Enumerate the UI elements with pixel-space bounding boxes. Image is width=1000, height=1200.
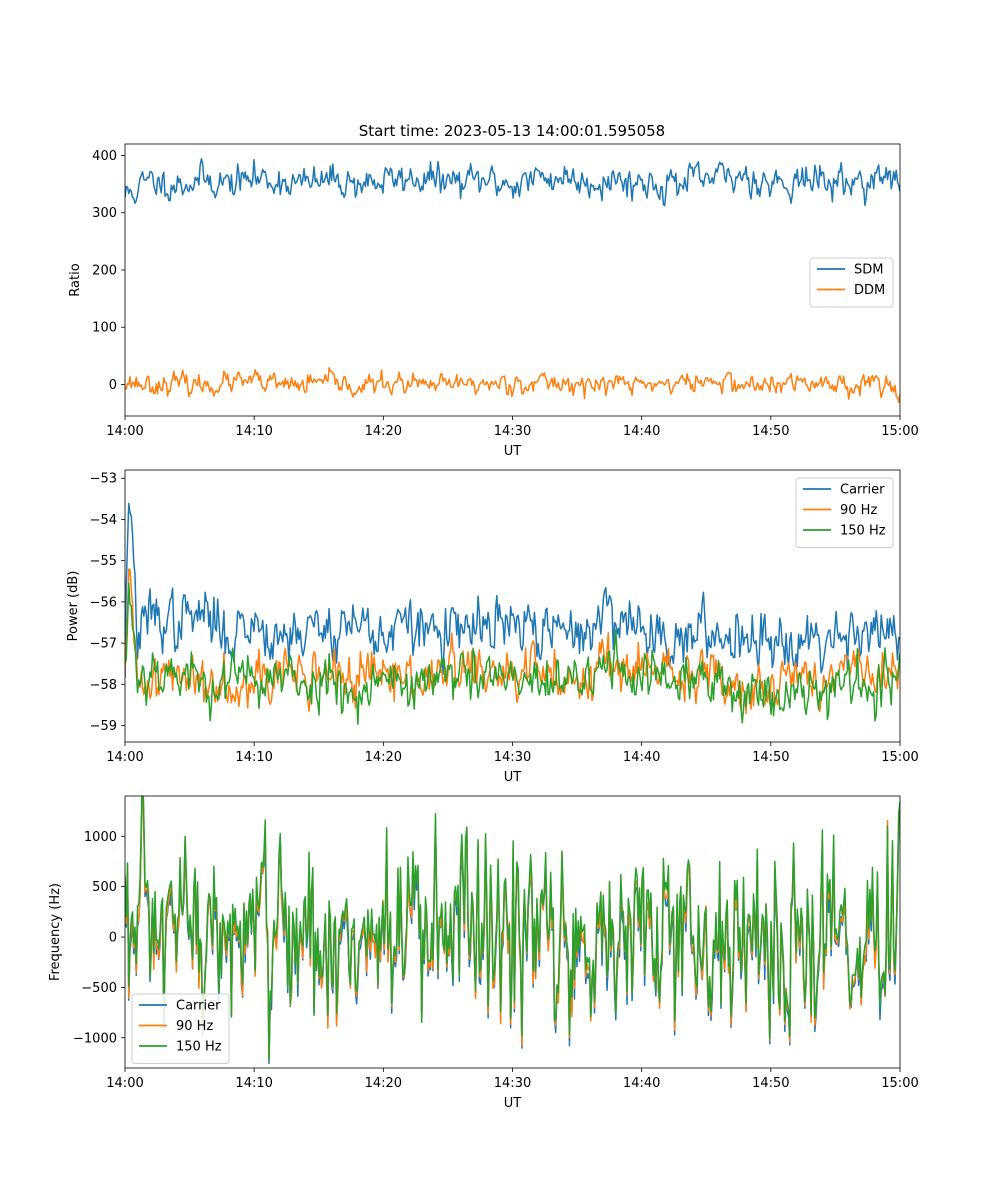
figure-title: Start time: 2023-05-13 14:00:01.595058 <box>359 122 665 140</box>
series-group <box>125 502 900 725</box>
x-tick-label: 15:00 <box>881 424 918 439</box>
x-tick-label: 14:00 <box>106 424 143 439</box>
y-tick-label: −500 <box>81 981 117 996</box>
y-tick-label: 1000 <box>84 830 117 845</box>
x-tick-label: 14:00 <box>106 750 143 765</box>
x-tick-label: 14:40 <box>623 424 660 439</box>
series-line-sdm <box>125 158 900 207</box>
x-tick-label: 14:20 <box>365 424 402 439</box>
axes-frame <box>124 469 901 743</box>
x-tick-label: 14:00 <box>106 1076 143 1091</box>
y-tick-label: 300 <box>92 206 117 221</box>
x-tick-label: 14:10 <box>235 1076 272 1091</box>
y-tick-label: −55 <box>90 554 117 569</box>
x-tick-label: 15:00 <box>881 1076 918 1091</box>
power-panel: 14:00 14:10 14:20 14:30 14:40 14:50 15:00 −59 −5… <box>66 469 919 785</box>
y-axis-label: Frequency (Hz) <box>48 883 63 981</box>
x-axis-label: UT <box>504 444 522 459</box>
series-group <box>125 796 900 1065</box>
frequency-panel: 14:00 14:10 14:20 14:30 14:40 14:50 15:00 −1000… <box>48 795 919 1111</box>
series-line-carrier <box>125 502 900 679</box>
y-tick-label: −1000 <box>73 1031 117 1046</box>
x-tick-label: 14:30 <box>494 424 531 439</box>
legend-label: SDM <box>854 263 883 278</box>
y-tick-label: 400 <box>92 149 117 164</box>
ratio-panel: 14:00 14:10 14:20 14:30 14:40 14:50 15:00 0 100 2… <box>68 143 919 459</box>
y-axis-label: Ratio <box>68 263 83 296</box>
legend-label: 150 Hz <box>840 524 886 539</box>
y-tick-label: 0 <box>109 378 117 393</box>
x-tick-label: 14:30 <box>494 750 531 765</box>
legend-label: 90 Hz <box>176 1019 213 1034</box>
x-tick-label: 14:50 <box>752 750 789 765</box>
y-tick-label: −59 <box>90 719 117 734</box>
y-axis-label: Power (dB) <box>66 571 81 642</box>
y-tick-label: −58 <box>90 678 117 693</box>
x-tick-label: 14:40 <box>623 750 660 765</box>
x-tick-label: 14:30 <box>494 1076 531 1091</box>
y-tick-label: 100 <box>92 321 117 336</box>
x-tick-label: 14:20 <box>365 750 402 765</box>
legend-label: Carrier <box>840 483 885 498</box>
series-line-150-hz <box>125 796 900 1061</box>
x-tick-label: 14:10 <box>235 750 272 765</box>
x-tick-label: 15:00 <box>881 750 918 765</box>
legend: Carrier 90 Hz 150 Hz <box>131 993 230 1064</box>
x-tick-label: 14:40 <box>623 1076 660 1091</box>
x-tick-label: 14:20 <box>365 1076 402 1091</box>
series-line-90-hz <box>125 568 900 715</box>
legend-box <box>809 257 894 308</box>
legend-label: Carrier <box>176 999 221 1014</box>
x-axis-label: UT <box>504 770 522 785</box>
legend: SDM DDM <box>809 257 894 308</box>
legend-label: DDM <box>854 283 885 298</box>
x-tick-label: 14:10 <box>235 424 272 439</box>
y-tick-label: 0 <box>109 931 117 946</box>
series-line-ddm <box>125 367 900 404</box>
y-tick-label: −54 <box>90 513 117 528</box>
x-axis-label: UT <box>504 1096 522 1111</box>
y-tick-label: −53 <box>90 472 117 487</box>
legend-label: 90 Hz <box>840 503 877 518</box>
series-line-150-hz <box>125 582 900 725</box>
y-tick-label: 500 <box>92 880 117 895</box>
series-group <box>125 158 900 404</box>
x-tick-label: 14:50 <box>752 1076 789 1091</box>
legend-label: 150 Hz <box>176 1040 222 1055</box>
x-tick-label: 14:50 <box>752 424 789 439</box>
y-tick-label: −57 <box>90 637 117 652</box>
y-tick-label: 200 <box>92 263 117 278</box>
y-tick-label: −56 <box>90 595 117 610</box>
legend: Carrier 90 Hz 150 Hz <box>795 477 894 548</box>
